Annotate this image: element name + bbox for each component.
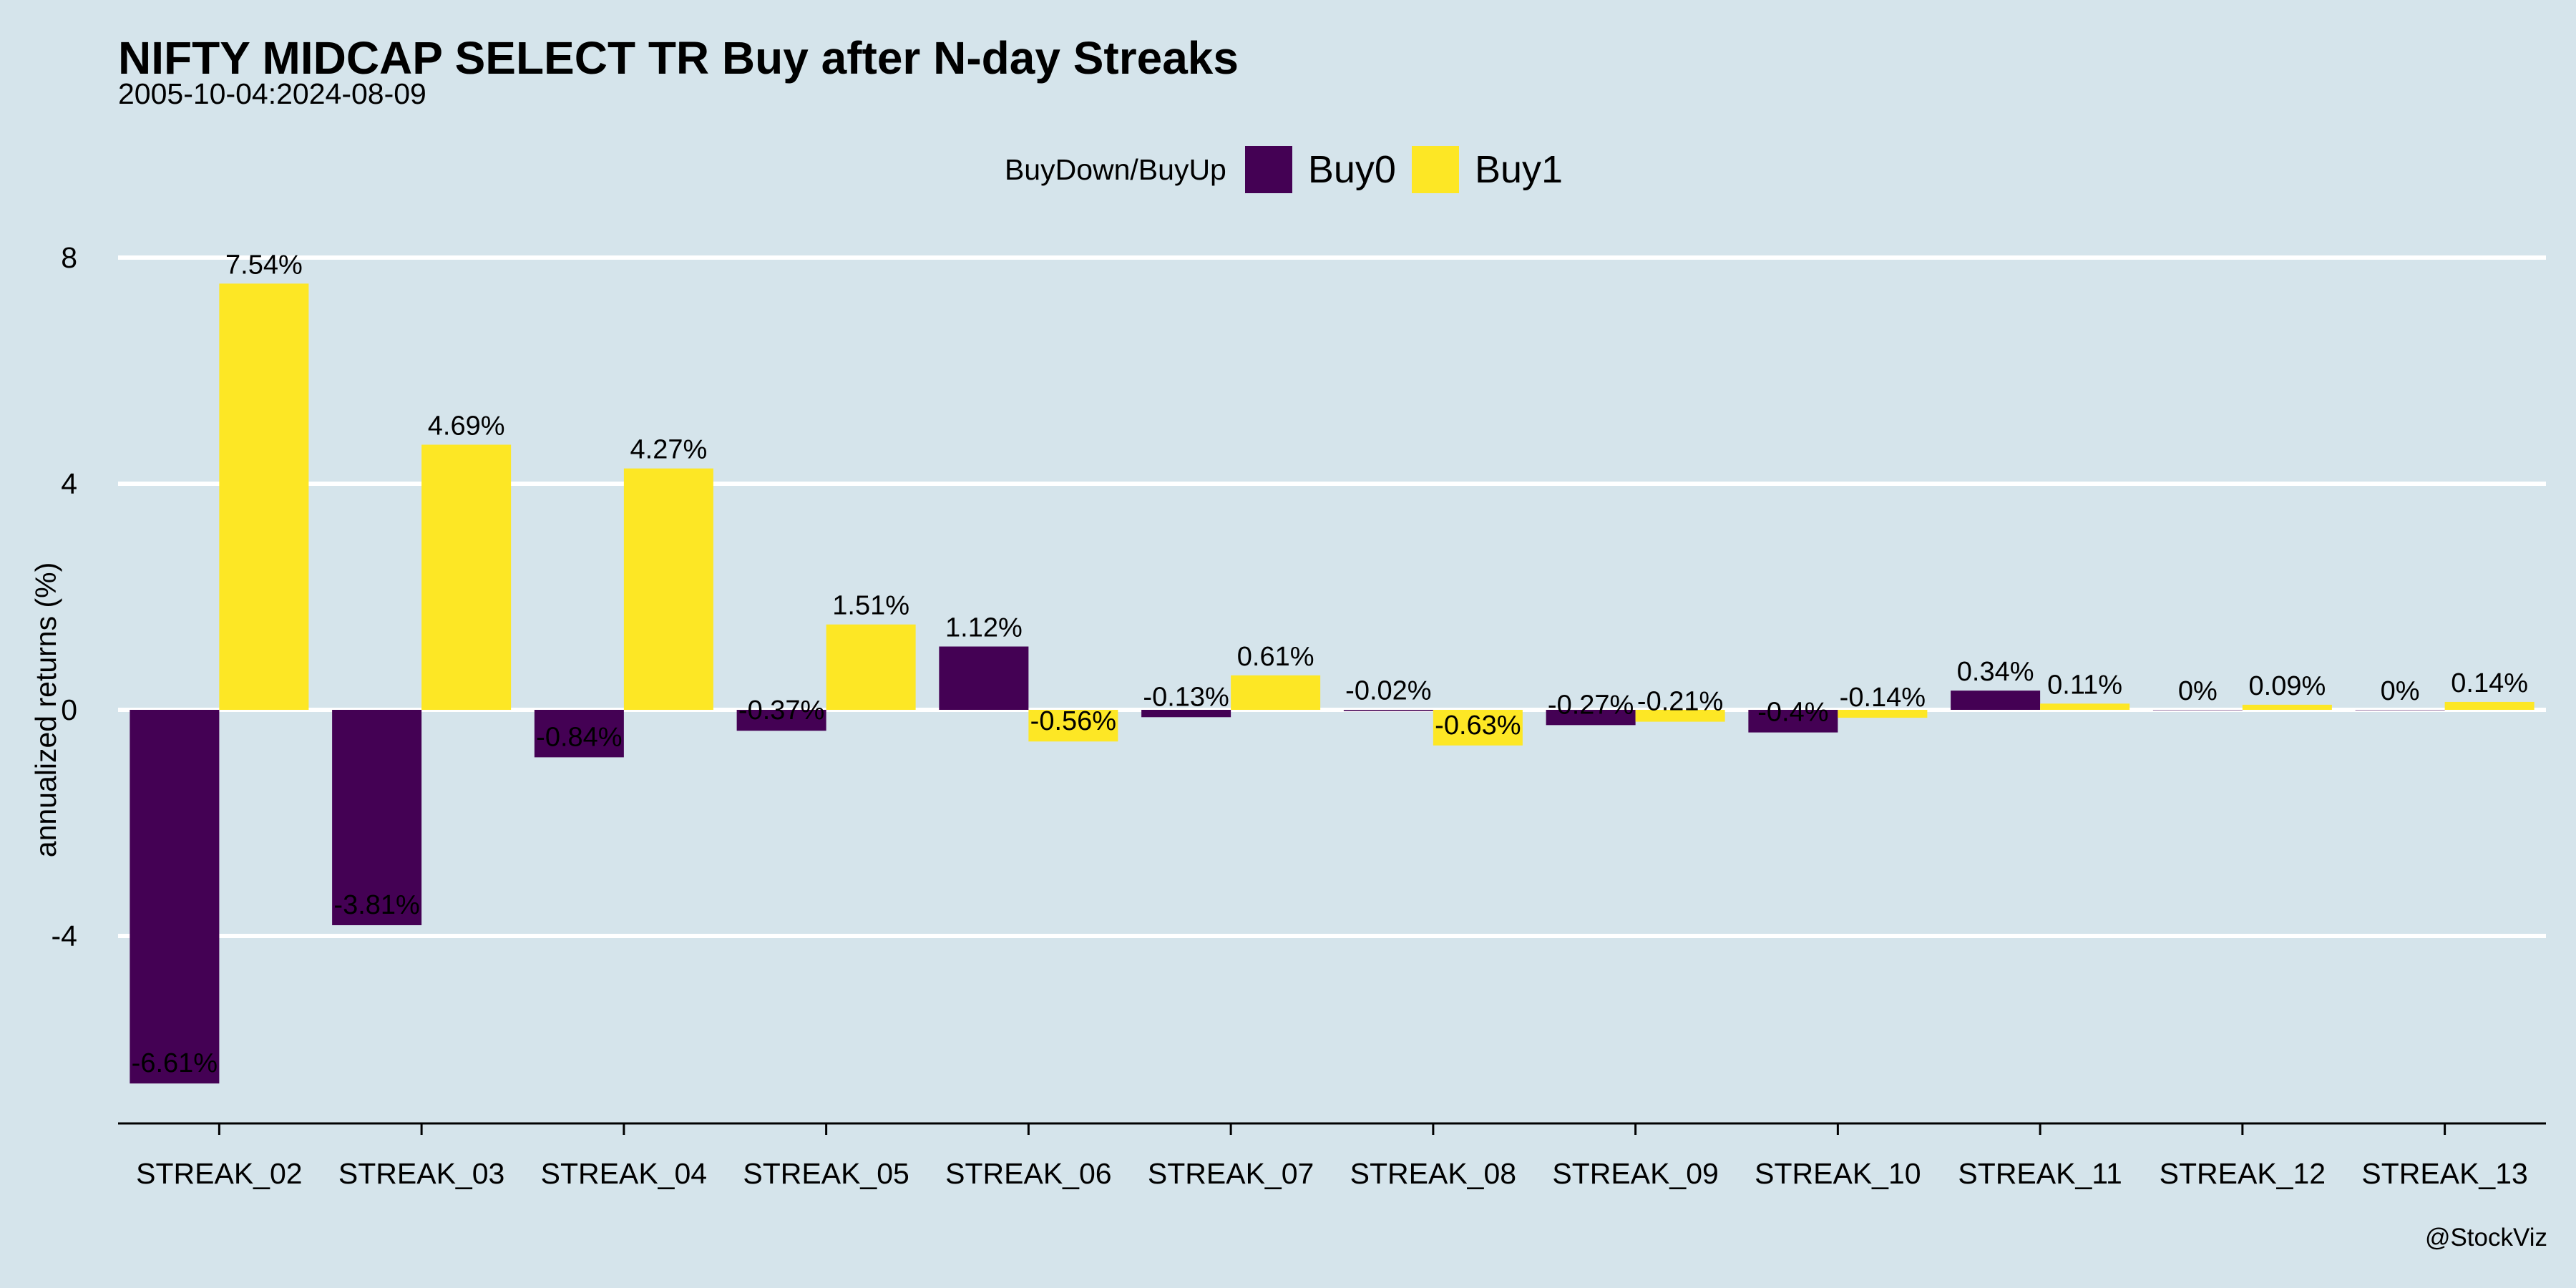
data-label-buy0: 1.12% <box>945 613 1023 643</box>
x-tick-label: STREAK_04 <box>541 1157 707 1190</box>
y-tick-label: -4 <box>52 919 77 952</box>
bar-buy0-streak_13 <box>2355 710 2445 711</box>
legend-title: BuyDown/BuyUp <box>1004 152 1226 186</box>
data-label-buy0: -0.84% <box>536 722 622 752</box>
data-label-buy0: 0% <box>2381 676 2420 706</box>
data-label-buy0: -0.4% <box>1757 698 1828 728</box>
bar-buy1-streak_05 <box>826 624 916 710</box>
x-tick-label: STREAK_09 <box>1552 1157 1718 1190</box>
x-tick-label: STREAK_05 <box>743 1157 909 1190</box>
watermark: @StockViz <box>2424 1224 2547 1252</box>
bar-buy0-streak_09 <box>1546 710 1636 726</box>
legend: BuyDown/BuyUp Buy0 Buy1 <box>0 143 2576 196</box>
bar-buy1-streak_09 <box>1635 710 1725 722</box>
bar-buy1-streak_04 <box>623 468 713 710</box>
data-label-buy1: 0.14% <box>2451 668 2528 698</box>
bar-buy1-streak_06 <box>1028 710 1118 742</box>
data-label-buy1: 7.54% <box>225 250 303 280</box>
legend-swatch-buy1 <box>1411 146 1459 193</box>
bar-buy0-streak_11 <box>1951 691 2041 710</box>
bar-buy1-streak_10 <box>1838 710 1928 718</box>
data-label-buy1: 1.51% <box>832 591 909 621</box>
legend-label-buy0: Buy0 <box>1307 148 1396 191</box>
bar-buy1-streak_13 <box>2444 701 2534 710</box>
data-label-buy1: -0.14% <box>1840 683 1926 713</box>
data-label-buy0: -3.81% <box>333 890 419 920</box>
y-tick-label: 4 <box>61 467 77 500</box>
bar-buy0-streak_10 <box>1748 710 1838 733</box>
bar-buy0-streak_08 <box>1343 710 1433 711</box>
y-axis-label: annualized returns (%) <box>29 562 62 857</box>
x-tick-label: STREAK_07 <box>1148 1157 1314 1190</box>
data-label-buy1: 4.69% <box>428 411 505 441</box>
data-label-buy0: -0.13% <box>1143 682 1229 712</box>
x-tick-label: STREAK_12 <box>2160 1157 2326 1190</box>
x-tick-label: STREAK_08 <box>1350 1157 1516 1190</box>
data-label-buy1: 0.11% <box>2047 670 2122 700</box>
data-label-buy0: 0% <box>2178 676 2218 706</box>
x-tick-label: STREAK_03 <box>338 1157 504 1190</box>
x-tick-label: STREAK_10 <box>1755 1157 1921 1190</box>
data-label-buy1: -0.21% <box>1637 687 1723 717</box>
bar-buy1-streak_07 <box>1231 675 1321 710</box>
legend-item-buy1: Buy1 <box>1411 146 1563 193</box>
bar-buy1-streak_12 <box>2242 704 2332 710</box>
bar-buy0-streak_12 <box>2152 710 2243 711</box>
bar-buy1-streak_08 <box>1433 710 1523 746</box>
data-label-buy1: 0.61% <box>1237 642 1314 672</box>
x-tick-label: STREAK_11 <box>1958 1157 2122 1190</box>
bar-buy1-streak_03 <box>421 444 512 710</box>
data-label-buy0: -6.61% <box>132 1048 218 1078</box>
chart-title: NIFTY MIDCAP SELECT TR Buy after N-day S… <box>118 32 1239 84</box>
legend-label-buy1: Buy1 <box>1474 148 1563 191</box>
bar-buy0-streak_04 <box>534 710 624 758</box>
data-label-buy0: -0.27% <box>1548 690 1634 720</box>
data-label-buy1: -0.56% <box>1030 706 1116 736</box>
x-tick-label: STREAK_02 <box>136 1157 302 1190</box>
bar-buy0-streak_02 <box>130 710 220 1084</box>
y-tick-label: 0 <box>61 693 77 726</box>
bar-buy0-streak_07 <box>1141 710 1231 718</box>
bar-buy0-streak_03 <box>332 710 422 925</box>
bar-buy0-streak_05 <box>736 710 826 731</box>
x-tick-label: STREAK_06 <box>945 1157 1111 1190</box>
data-label-buy0: -0.37% <box>738 696 824 726</box>
chart-subtitle: 2005-10-04:2024-08-09 <box>118 77 426 110</box>
data-label-buy0: -0.02% <box>1345 676 1431 706</box>
bar-buy0-streak_06 <box>939 646 1029 710</box>
data-label-buy1: 0.09% <box>2249 671 2326 701</box>
x-tick-label: STREAK_13 <box>2361 1157 2527 1190</box>
legend-item-buy0: Buy0 <box>1244 146 1396 193</box>
data-label-buy1: -0.63% <box>1435 711 1521 741</box>
bar-buy1-streak_11 <box>2040 703 2130 710</box>
bar-buy1-streak_02 <box>219 283 309 711</box>
legend-swatch-buy0 <box>1244 146 1292 193</box>
y-tick-label: 8 <box>61 241 77 274</box>
data-label-buy1: 4.27% <box>630 435 708 465</box>
data-label-buy0: 0.34% <box>1957 657 2034 687</box>
